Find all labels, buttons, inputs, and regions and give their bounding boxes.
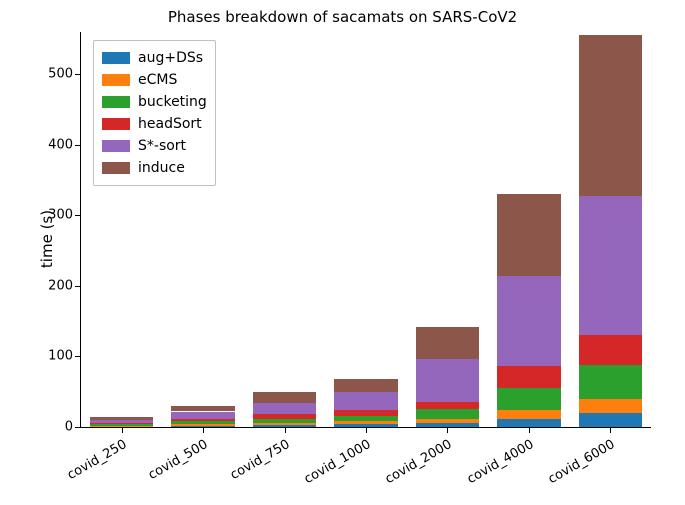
- bar-segment-induce: [579, 35, 643, 196]
- legend-row: eCMS: [102, 69, 207, 91]
- bar-segment-headSort: [171, 419, 235, 422]
- legend-swatch: [102, 118, 130, 130]
- legend-row: S*-sort: [102, 135, 207, 157]
- bar-segment-bucketing: [171, 421, 235, 424]
- bar-segment-headSort: [416, 402, 480, 409]
- legend-row: headSort: [102, 113, 207, 135]
- legend-label: bucketing: [138, 94, 207, 110]
- bar-segment-bucketing: [90, 424, 154, 425]
- x-tick-mark: [610, 427, 611, 433]
- bar-segment-headSort: [497, 366, 561, 387]
- bar-segment-S_sort: [253, 403, 317, 414]
- x-tick-label: covid_250: [35, 437, 129, 500]
- bar-segment-aug_DSs: [497, 419, 561, 427]
- bar-segment-eCMS: [253, 423, 317, 425]
- legend-label: headSort: [138, 116, 202, 132]
- x-tick-label: covid_750: [198, 437, 292, 500]
- bar-segment-headSort: [90, 423, 154, 424]
- bar-segment-headSort: [253, 414, 317, 418]
- bar-segment-eCMS: [171, 424, 235, 425]
- legend-row: induce: [102, 157, 207, 179]
- legend-swatch: [102, 162, 130, 174]
- legend-label: aug+DSs: [138, 50, 203, 66]
- bar-segment-induce: [171, 406, 235, 412]
- bar-segment-bucketing: [334, 416, 398, 422]
- y-tick-label: 100: [48, 349, 81, 364]
- x-tick-label: covid_6000: [524, 437, 618, 500]
- bar-segment-eCMS: [416, 419, 480, 423]
- legend-label: eCMS: [138, 72, 177, 88]
- x-tick-mark: [529, 427, 530, 433]
- bar-segment-S_sort: [416, 359, 480, 401]
- bar-segment-S_sort: [497, 276, 561, 366]
- x-tick-mark: [285, 427, 286, 433]
- legend-swatch: [102, 52, 130, 64]
- legend-swatch: [102, 96, 130, 108]
- bar-segment-induce: [253, 392, 317, 403]
- bar-segment-bucketing: [579, 365, 643, 399]
- y-tick-label: 300: [48, 208, 81, 223]
- x-tick-mark: [447, 427, 448, 433]
- bar-segment-S_sort: [171, 412, 235, 419]
- legend-label: S*-sort: [138, 138, 186, 154]
- bar-segment-induce: [90, 417, 154, 420]
- plot-area: aug+DSs eCMS bucketing headSort S*-sort induc…: [80, 32, 651, 428]
- bar-segment-headSort: [334, 410, 398, 416]
- legend-row: bucketing: [102, 91, 207, 113]
- legend: aug+DSs eCMS bucketing headSort S*-sort induc…: [93, 40, 216, 186]
- bar-segment-induce: [497, 194, 561, 276]
- bar-segment-induce: [416, 327, 480, 359]
- bar-segment-S_sort: [334, 392, 398, 410]
- chart-title: Phases breakdown of sacamats on SARS-CoV…: [0, 8, 685, 26]
- y-tick-label: 0: [65, 420, 81, 435]
- bar-segment-S_sort: [90, 420, 154, 423]
- y-tick-label: 200: [48, 278, 81, 293]
- bar-segment-eCMS: [497, 410, 561, 418]
- bar-segment-induce: [334, 379, 398, 392]
- legend-swatch: [102, 74, 130, 86]
- x-tick-mark: [122, 427, 123, 433]
- bar-segment-eCMS: [579, 399, 643, 413]
- bar-segment-bucketing: [416, 409, 480, 419]
- bar-segment-bucketing: [497, 388, 561, 411]
- x-tick-label: covid_4000: [442, 437, 536, 500]
- bar-segment-eCMS: [334, 421, 398, 424]
- x-tick-label: covid_1000: [279, 437, 373, 500]
- x-tick-label: covid_500: [117, 437, 211, 500]
- y-tick-label: 400: [48, 137, 81, 152]
- bar-segment-headSort: [579, 335, 643, 365]
- bar-segment-aug_DSs: [579, 413, 643, 427]
- legend-row: aug+DSs: [102, 47, 207, 69]
- legend-label: induce: [138, 160, 185, 176]
- y-tick-label: 500: [48, 67, 81, 82]
- x-tick-mark: [366, 427, 367, 433]
- figure: Phases breakdown of sacamats on SARS-CoV…: [0, 0, 685, 505]
- bar-segment-bucketing: [253, 419, 317, 423]
- x-tick-label: covid_2000: [361, 437, 455, 500]
- bar-segment-S_sort: [579, 196, 643, 336]
- x-tick-mark: [203, 427, 204, 433]
- legend-swatch: [102, 140, 130, 152]
